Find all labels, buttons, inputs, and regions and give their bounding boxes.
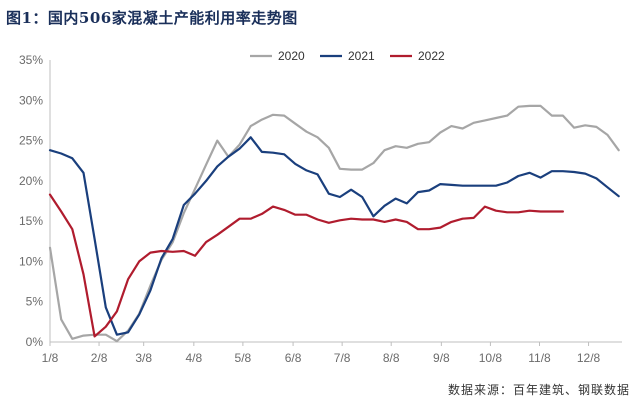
legend-label: 2021 [348, 49, 375, 63]
series-line-2021 [48, 136, 620, 336]
x-tick-label: 8/8 [383, 351, 400, 365]
x-tick-label: 6/8 [285, 351, 302, 365]
x-tick-label: 1/8 [42, 351, 59, 365]
y-tick-label: 25% [19, 134, 43, 148]
chart-title: 图1：国内506家混凝土产能利用率走势图 [6, 9, 298, 27]
legend-label: 2020 [278, 49, 305, 63]
y-tick-label: 30% [19, 93, 43, 107]
axes [49, 60, 622, 343]
x-tick-label: 10/8 [479, 351, 503, 365]
y-tick-label: 0% [26, 335, 44, 349]
x-tick-label: 7/8 [334, 351, 351, 365]
data-source-note: 数据来源：百年建筑、钢联数据 [447, 383, 630, 397]
y-tick-label: 5% [26, 295, 44, 309]
y-tick-label: 15% [19, 214, 43, 228]
y-axis-ticks: 0% 5% 10% 15% 20% 25% 30% 35% [19, 53, 43, 349]
x-tick-label: 2/8 [91, 351, 108, 365]
series-line-2020 [48, 104, 620, 343]
legend-label: 2022 [418, 49, 445, 63]
x-tick-label: 9/8 [433, 351, 450, 365]
y-tick-label: 35% [19, 53, 43, 67]
y-tick-label: 10% [19, 254, 43, 268]
x-tick-label: 11/8 [528, 351, 551, 365]
x-tick-label: 4/8 [185, 351, 202, 365]
legend-item-2020: 2020 [250, 49, 305, 63]
x-axis-ticks: 1/8 2/8 3/8 4/8 5/8 6/8 7/8 8/8 9/8 10/8 11/8 12/8 [42, 342, 601, 365]
series-lines [48, 104, 620, 343]
legend-item-2021: 2021 [320, 49, 375, 63]
legend: 2020 2021 2022 [250, 49, 445, 63]
x-tick-label: 3/8 [135, 351, 152, 365]
series-line-2022 [48, 193, 565, 338]
legend-item-2022: 2022 [390, 49, 445, 63]
y-tick-label: 20% [19, 174, 43, 188]
x-tick-label: 12/8 [577, 351, 601, 365]
x-tick-label: 5/8 [235, 351, 252, 365]
